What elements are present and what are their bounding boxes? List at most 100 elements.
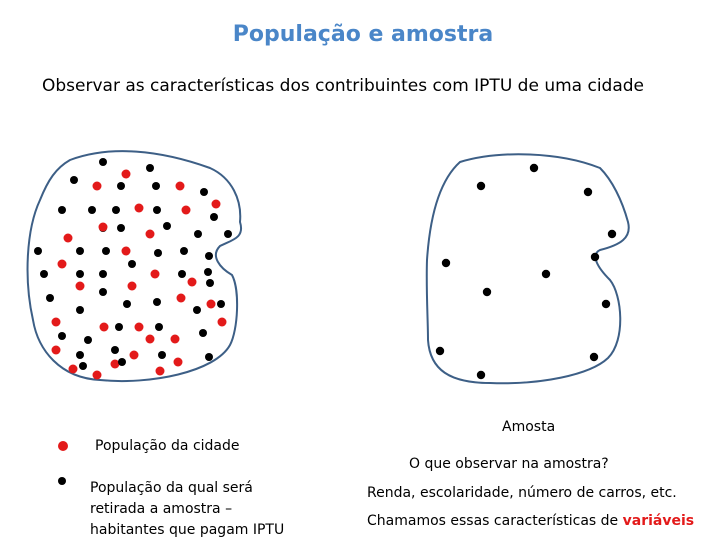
legend-black-line-3: habitantes que pagam IPTU bbox=[90, 522, 285, 538]
iptu-population-dot bbox=[76, 247, 84, 255]
iptu-population-dot bbox=[200, 188, 208, 196]
iptu-population-dot bbox=[58, 206, 66, 214]
iptu-population-dot bbox=[99, 158, 107, 166]
iptu-population-dot bbox=[112, 206, 120, 214]
iptu-population-dot bbox=[58, 332, 66, 340]
iptu-population-dot bbox=[79, 362, 87, 370]
sample-dot bbox=[476, 181, 486, 191]
sample-dot bbox=[482, 287, 492, 297]
iptu-population-dot bbox=[88, 206, 96, 214]
city-population-dot bbox=[57, 259, 67, 269]
variables-highlight: variáveis bbox=[622, 513, 695, 529]
iptu-population-dot bbox=[155, 323, 163, 331]
iptu-population-dot bbox=[206, 279, 214, 287]
conclusion-prefix: Chamamos essas características de bbox=[367, 513, 623, 529]
iptu-population-dot bbox=[210, 213, 218, 221]
city-population-dot bbox=[92, 370, 102, 380]
iptu-population-dot bbox=[194, 230, 202, 238]
sample-dot bbox=[529, 163, 539, 173]
iptu-population-dot bbox=[111, 346, 119, 354]
city-population-dot bbox=[134, 322, 144, 332]
iptu-population-dot bbox=[99, 270, 107, 278]
city-population-dot bbox=[145, 334, 155, 344]
city-population-dot bbox=[187, 277, 197, 287]
sample-dot bbox=[476, 370, 486, 380]
city-population-dot bbox=[181, 205, 191, 215]
sample-label: Amosta bbox=[502, 419, 556, 435]
sample-dot bbox=[589, 352, 599, 362]
legend-black-label: População da qual será retirada a amostr… bbox=[90, 478, 320, 541]
iptu-population-dot bbox=[76, 270, 84, 278]
legend-black-line-2: retirada a amostra – bbox=[90, 501, 233, 517]
iptu-population-dot bbox=[123, 300, 131, 308]
iptu-population-dot bbox=[102, 247, 110, 255]
sample-dot bbox=[601, 299, 611, 309]
iptu-population-dot bbox=[40, 270, 48, 278]
iptu-population-dot bbox=[117, 182, 125, 190]
sample-dot bbox=[590, 252, 600, 262]
city-population-dot bbox=[51, 345, 61, 355]
city-population-dot bbox=[92, 181, 102, 191]
city-population-dot bbox=[173, 357, 183, 367]
iptu-population-dot bbox=[163, 222, 171, 230]
iptu-population-dot bbox=[46, 294, 54, 302]
iptu-population-dot bbox=[146, 164, 154, 172]
city-population-dot bbox=[170, 334, 180, 344]
iptu-population-dot bbox=[99, 288, 107, 296]
city-population-dot bbox=[98, 222, 108, 232]
city-population-dot bbox=[75, 281, 85, 291]
legend-red-label: População da cidade bbox=[95, 438, 240, 454]
legend-black-line-1: População da qual será bbox=[90, 480, 253, 496]
iptu-population-dot bbox=[115, 323, 123, 331]
iptu-population-dot bbox=[118, 358, 126, 366]
city-population-dot bbox=[206, 299, 216, 309]
iptu-population-dot bbox=[180, 247, 188, 255]
iptu-population-dot bbox=[158, 351, 166, 359]
sample-dot bbox=[607, 229, 617, 239]
city-population-dot bbox=[217, 317, 227, 327]
iptu-population-dot bbox=[154, 249, 162, 257]
page-title: População e amostra bbox=[232, 22, 494, 47]
city-population-dot bbox=[121, 246, 131, 256]
iptu-population-dot bbox=[76, 306, 84, 314]
iptu-population-dot bbox=[199, 329, 207, 337]
iptu-population-dot bbox=[76, 351, 84, 359]
iptu-population-dot bbox=[34, 247, 42, 255]
sample-question: O que observar na amostra? bbox=[409, 456, 609, 472]
city-population-dot bbox=[129, 350, 139, 360]
city-population-dot bbox=[155, 366, 165, 376]
sample-dot bbox=[441, 258, 451, 268]
iptu-population-dot bbox=[205, 353, 213, 361]
legend-black-dot bbox=[58, 477, 66, 485]
legend-red-dot bbox=[58, 441, 68, 451]
iptu-population-dot bbox=[178, 270, 186, 278]
page-subtitle: Observar as características dos contribu… bbox=[42, 76, 644, 96]
iptu-population-dot bbox=[224, 230, 232, 238]
sample-dot bbox=[583, 187, 593, 197]
sample-conclusion: Chamamos essas características de variáv… bbox=[367, 513, 694, 529]
city-population-dot bbox=[51, 317, 61, 327]
sample-dot bbox=[541, 269, 551, 279]
city-population-dot bbox=[99, 322, 109, 332]
iptu-population-dot bbox=[117, 224, 125, 232]
sample-examples: Renda, escolaridade, número de carros, e… bbox=[367, 485, 677, 501]
city-population-dot bbox=[145, 229, 155, 239]
city-population-dot bbox=[127, 281, 137, 291]
city-population-dot bbox=[110, 359, 120, 369]
iptu-population-dot bbox=[204, 268, 212, 276]
population-dots bbox=[34, 158, 232, 380]
city-population-dot bbox=[63, 233, 73, 243]
sample-dots bbox=[435, 163, 617, 380]
iptu-population-dot bbox=[153, 206, 161, 214]
iptu-population-dot bbox=[205, 252, 213, 260]
city-population-dot bbox=[150, 269, 160, 279]
iptu-population-dot bbox=[84, 336, 92, 344]
sample-outline bbox=[425, 153, 630, 385]
city-population-dot bbox=[211, 199, 221, 209]
iptu-population-dot bbox=[128, 260, 136, 268]
iptu-population-dot bbox=[193, 306, 201, 314]
iptu-population-dot bbox=[153, 298, 161, 306]
population-outline bbox=[26, 150, 243, 383]
iptu-population-dot bbox=[217, 300, 225, 308]
